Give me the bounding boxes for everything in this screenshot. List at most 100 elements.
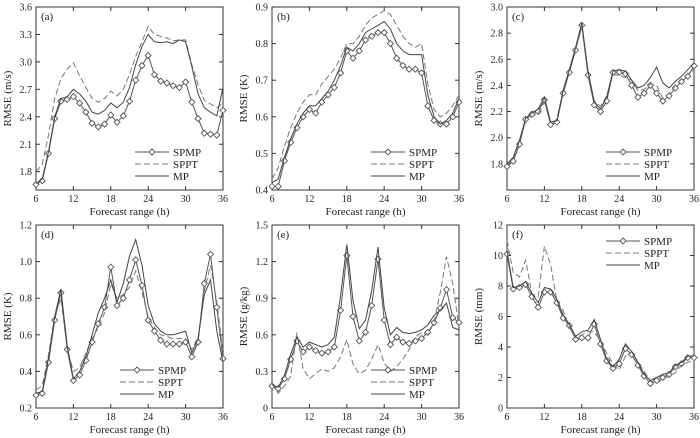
legend-label-mp: MP [644, 171, 660, 183]
data-point-marker [75, 99, 84, 107]
y-tick-label: 2.0 [491, 133, 504, 144]
legend-label-spmp: SPMP [644, 147, 672, 159]
y-tick-label: 0 [263, 404, 268, 415]
y-tick-label: 0.2 [20, 404, 33, 415]
data-point-marker [169, 82, 177, 90]
x-axis-label: Forecast range (h) [89, 424, 169, 436]
x-tick-label: 18 [342, 412, 352, 423]
y-tick-label: 1.8 [491, 159, 504, 170]
data-point-marker [584, 334, 592, 342]
legend-marker [619, 237, 627, 245]
data-point-marker [293, 124, 301, 132]
legend-label-spmp: SPMP [158, 365, 186, 377]
legend-marker [384, 148, 392, 156]
series-line-spmp [506, 253, 694, 385]
data-point-marker [163, 340, 171, 348]
y-tick-label: 3.3 [20, 30, 33, 41]
x-tick-label: 18 [106, 194, 116, 205]
data-point-marker [609, 364, 617, 372]
y-tick-label: 10 [493, 251, 503, 262]
legend-label-mp: MP [158, 389, 174, 401]
x-tick-label: 6 [34, 194, 39, 205]
series-line-spmp [35, 254, 224, 396]
data-point-marker [634, 93, 642, 101]
data-point-marker [157, 336, 165, 344]
x-tick-label: 24 [143, 194, 153, 205]
data-point-marker [32, 391, 40, 399]
data-point-marker [69, 376, 78, 385]
y-tick-label: 0 [498, 404, 503, 415]
y-tick-label: 2.2 [491, 107, 504, 118]
y-tick-label: 1.2 [256, 257, 269, 268]
plot-frame [271, 224, 460, 409]
series-line-sppt [35, 265, 224, 391]
legend-label-sppt: SPPT [644, 248, 669, 260]
y-tick-label: 2.8 [491, 29, 504, 40]
series-line-mp [506, 250, 694, 382]
data-point-marker [82, 108, 90, 116]
data-point-marker [175, 83, 184, 92]
x-tick-label: 30 [417, 194, 427, 205]
x-tick-label: 36 [218, 194, 228, 205]
x-tick-label: 36 [454, 412, 464, 423]
x-tick-label: 12 [304, 412, 314, 423]
data-point-marker [399, 338, 407, 346]
y-tick-label: 0.8 [20, 294, 33, 305]
y-tick-label: 0.4 [20, 367, 33, 378]
series-line-sppt [506, 27, 695, 166]
y-tick-label: 12 [493, 221, 503, 232]
x-tick-label: 18 [577, 194, 587, 205]
data-point-marker [546, 288, 555, 296]
y-tick-label: 2.7 [20, 85, 33, 96]
data-point-marker [380, 28, 388, 37]
data-point-marker [132, 256, 140, 264]
data-point-marker [430, 318, 438, 327]
data-point-marker [621, 70, 630, 78]
data-point-marker [690, 354, 698, 362]
data-point-marker [411, 65, 420, 73]
data-point-marker [343, 251, 351, 260]
x-tick-label: 24 [614, 412, 624, 423]
y-tick-label: 3.6 [20, 3, 33, 14]
data-point-marker [355, 47, 363, 55]
y-tick-label: 1.8 [20, 167, 33, 178]
y-axis-label: RMSE (K) [2, 292, 14, 340]
x-tick-label: 12 [68, 412, 78, 423]
data-point-marker [299, 348, 307, 356]
panel-label: (c) [512, 11, 525, 23]
legend-marker [133, 366, 141, 374]
x-tick-label: 24 [614, 194, 624, 205]
data-point-marker [578, 334, 586, 342]
x-tick-label: 12 [304, 194, 314, 205]
data-point-marker [125, 276, 134, 284]
plot-frame [35, 6, 224, 191]
data-point-marker [424, 102, 432, 110]
series-line-mp [271, 20, 460, 184]
data-point-marker [380, 316, 388, 324]
data-point-marker [213, 303, 221, 311]
data-point-marker [615, 68, 623, 76]
panel-label: (a) [41, 11, 54, 23]
legend-label-mp: MP [409, 389, 425, 401]
data-point-marker [405, 339, 413, 347]
y-tick-label: 3.0 [491, 3, 504, 14]
x-tick-label: 30 [181, 194, 191, 205]
y-tick-label: 4 [498, 343, 503, 354]
y-tick-label: 0.9 [256, 3, 269, 14]
x-tick-label: 30 [417, 412, 427, 423]
data-point-marker [393, 333, 401, 341]
data-point-marker [132, 76, 140, 84]
data-point-marker [442, 286, 451, 294]
panel-label: (d) [41, 229, 54, 241]
data-point-marker [628, 81, 636, 90]
x-tick-label: 36 [454, 194, 464, 205]
x-axis-label: Forecast range (h) [89, 206, 169, 218]
chart-panel: (a) 6 12 18 24 30 36 1.8 2.1 2.4 2.7 3.0 3.3 3.6 Forec… [2, 3, 228, 219]
y-tick-label: 8 [498, 282, 503, 293]
data-point-marker [150, 71, 159, 79]
data-point-marker [206, 250, 215, 258]
data-point-marker [138, 61, 146, 70]
data-point-marker [336, 69, 345, 77]
data-point-marker [144, 51, 152, 60]
